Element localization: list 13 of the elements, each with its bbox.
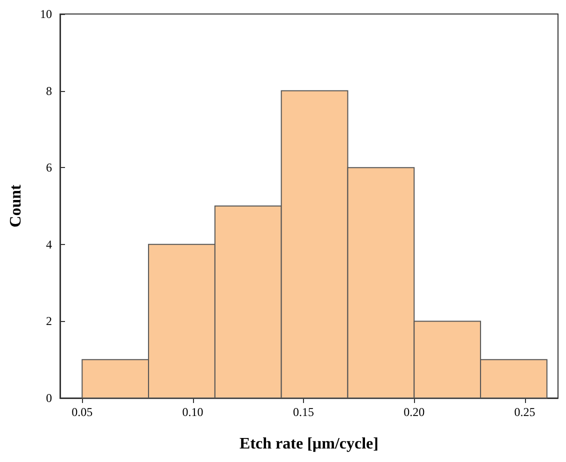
y-axis-title: Count — [8, 184, 24, 228]
y-tick-label: 2 — [46, 314, 52, 328]
x-axis-title: Etch rate [µm/cycle] — [240, 436, 378, 452]
y-tick-label: 6 — [46, 160, 52, 175]
y-tick-label: 4 — [46, 237, 52, 252]
y-tick-label: 8 — [46, 84, 52, 98]
x-tick-label: 0.15 — [292, 405, 314, 419]
y-tick-label: 0 — [46, 391, 52, 405]
x-tick-label: 0.10 — [182, 405, 204, 419]
x-tick-label: 0.05 — [72, 405, 93, 419]
y-tick-label: 10 — [40, 7, 52, 21]
x-tick-label: 0.20 — [404, 405, 425, 419]
x-tick-label: 0.25 — [514, 405, 536, 419]
